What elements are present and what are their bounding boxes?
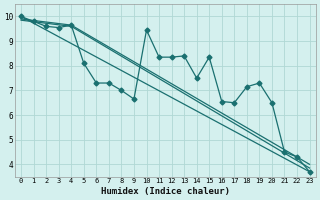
X-axis label: Humidex (Indice chaleur): Humidex (Indice chaleur) <box>101 187 230 196</box>
